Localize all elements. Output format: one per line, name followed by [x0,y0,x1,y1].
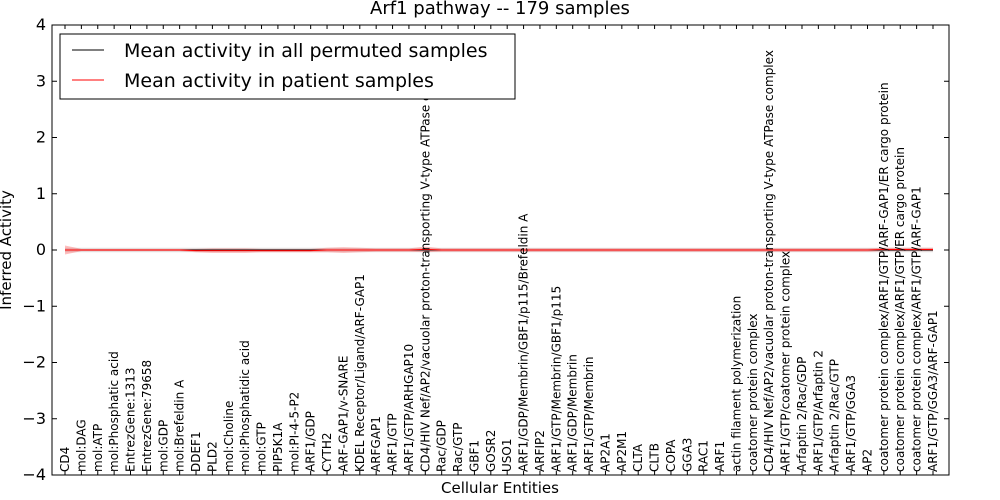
category-label: ARFGAP1 [369,416,383,472]
y-tick-label: 2 [36,128,46,147]
category-label: coatomer protein complex/ARF1/GTP/ARF-GA… [910,186,924,472]
category-label: coatomer protein complex [746,314,760,472]
y-tick-label: −2 [22,353,46,372]
y-tick-label: 1 [36,184,46,203]
legend-label-patient: Mean activity in patient samples [124,70,434,92]
x-axis-label: Cellular Entities [441,479,559,497]
category-label: GGA3 [680,438,694,472]
category-label: mol:Choline [222,401,236,472]
category-label: AP2A1 [598,433,612,472]
category-label: CD4/HIV Nef/AP2/vacuolar proton-transpor… [418,50,432,472]
category-label: ARF1/GTP/coatomer protein complex [779,251,793,472]
category-label: ARF1/GTP/Membrin [582,356,596,472]
category-label: GBF1 [467,440,481,472]
y-tick-label: −3 [22,409,46,428]
category-label: actin filament polymerization [729,296,743,472]
category-label: ARF1/GDP/Membrin/GBF1/p115/Brefeldin A [517,213,531,472]
category-label: mol:Brefeldin A [173,379,187,472]
category-label: AP2 [860,449,874,472]
category-label: mol:DAG [74,419,88,472]
category-label: mol:ATP [91,424,105,472]
category-label: USO1 [500,439,514,472]
category-label: mol:GDP [156,420,170,472]
legend-box [59,33,516,100]
category-label: CD4 [58,447,72,472]
chart-title: Arf1 pathway -- 179 samples [370,0,630,19]
category-label: CLTB [648,443,662,472]
category-label: ARF1/GTP [386,413,400,472]
category-label: Rac/GDP [435,420,449,472]
legend-label-permuted: Mean activity in all permuted samples [124,40,487,62]
category-label: EntrezGene:79658 [140,360,154,472]
category-label: GOSR2 [484,430,498,472]
category-label: CYTH2 [320,433,334,473]
y-tick-label: 0 [36,240,46,259]
y-tick-label: 3 [36,71,46,90]
category-label: ARF1 [713,441,727,472]
category-label: mol:Phosphatic acid [107,351,121,472]
category-label: coatomer protein complex/ARF1/GTP/ARF-GA… [877,82,891,472]
category-label: PLD2 [205,441,219,472]
y-tick-label: −4 [22,465,46,484]
category-label: coatomer protein complex/ARF1/GTP/ER car… [893,147,907,472]
category-label: ARF1/GTP/GGA3/ARF-GAP1 [926,310,940,472]
patient-mean-line [65,248,933,252]
category-label: ARFIP2 [533,430,547,472]
category-label: ARF1/GDP [304,411,318,472]
category-label: EntrezGene:1313 [124,368,138,473]
category-label: CD4/HIV Nef/AP2/vacuolar proton-transpor… [762,50,776,472]
legend: Mean activity in all permuted samples Me… [59,33,516,100]
category-label: ARF1/GTP/Membrin/GBF1/p115 [549,286,563,472]
y-tick-label: 4 [36,15,46,34]
category-label: AP2M1 [615,431,629,472]
category-label: ARF1/GDP/Membrin [566,354,580,472]
category-label: ARF1/GTP/ARHGAP10 [402,344,416,472]
category-label: Arfaptin 2/Rac/GTP [828,359,842,472]
category-label: DDEF1 [189,431,203,472]
category-label: Arfaptin 2/Rac/GDP [795,357,809,472]
category-label: mol:Phosphatidic acid [238,340,252,472]
y-tick-label: −1 [22,296,46,315]
category-label: CLTA [631,443,645,472]
category-label: mol:PI-4-5-P2 [287,392,301,472]
category-label: KDEL Receptor/Ligand/ARF-GAP1 [353,274,367,472]
category-label: ARF-GAP1/v-SNARE [336,356,350,472]
category-label: PIP5K1A [271,422,285,472]
category-label: ARF1/GTP/GGA3 [844,375,858,472]
category-label: COPA [664,439,678,472]
y-axis-label: Inferred Activity [0,190,15,310]
category-label: RAC1 [697,440,711,472]
category-label: mol:GTP [255,422,269,472]
category-label: Rac/GTP [451,422,465,472]
category-label: ARF1/GTP/Arfaptin 2 [811,350,825,472]
